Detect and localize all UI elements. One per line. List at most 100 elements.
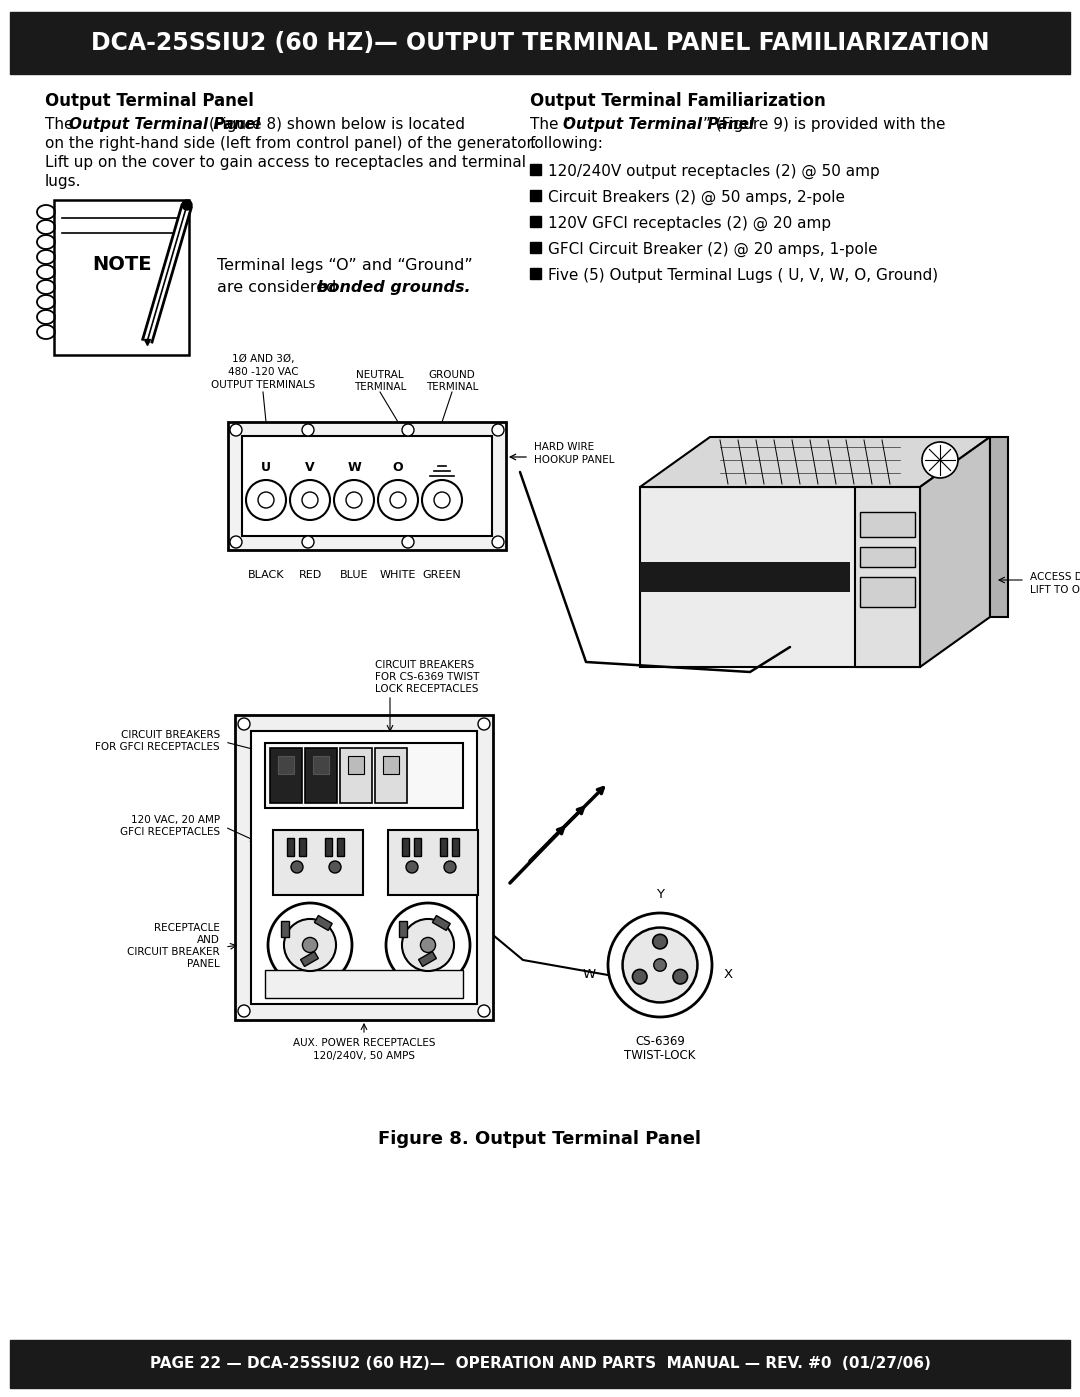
Bar [860, 511, 915, 536]
Circle shape [406, 861, 418, 873]
Text: PAGE 22 — DCA-25SSIU2 (60 HZ)—  OPERATION AND PARTS  MANUAL — REV. #0  (01/27/06: PAGE 22 — DCA-25SSIU2 (60 HZ)— OPERATION… [149, 1356, 931, 1372]
Circle shape [268, 902, 352, 988]
Bar [990, 437, 1008, 617]
Text: GFCI Circuit Breaker (2) @ 20 amps, 1-pole: GFCI Circuit Breaker (2) @ 20 amps, 1-po… [548, 242, 878, 257]
Text: ” (Figure 9) is provided with the: ” (Figure 9) is provided with the [703, 117, 945, 131]
Bar [305, 747, 337, 803]
Bar [530, 268, 541, 279]
Text: X: X [724, 968, 733, 982]
Bar [530, 190, 541, 201]
Circle shape [420, 937, 435, 953]
Text: LOCK RECEPTACLES: LOCK RECEPTACLES [375, 685, 478, 694]
Text: TWIST-LOCK: TWIST-LOCK [624, 1049, 696, 1062]
Circle shape [329, 861, 341, 873]
Text: CS-6369: CS-6369 [635, 1035, 685, 1048]
Text: GROUND: GROUND [429, 370, 475, 380]
Text: RED: RED [298, 570, 322, 580]
Text: W: W [347, 461, 361, 474]
Circle shape [378, 481, 418, 520]
Bar [530, 242, 541, 253]
Text: HOOKUP PANEL: HOOKUP PANEL [534, 455, 615, 465]
Bar [432, 915, 450, 930]
Text: Five (5) Output Terminal Lugs ( U, V, W, O, Ground): Five (5) Output Terminal Lugs ( U, V, W,… [548, 268, 939, 284]
Bar [640, 488, 920, 666]
Bar [375, 747, 407, 803]
Bar [530, 217, 541, 226]
Text: GREEN: GREEN [422, 570, 461, 580]
Bar [54, 200, 189, 355]
Circle shape [492, 536, 504, 548]
Bar [300, 951, 319, 967]
Text: The “: The “ [530, 117, 571, 131]
Bar [400, 921, 407, 937]
Text: bonded grounds.: bonded grounds. [318, 279, 471, 295]
Bar [265, 743, 463, 807]
Bar [242, 436, 492, 536]
Text: following:: following: [530, 136, 604, 151]
Bar [340, 747, 372, 803]
Text: lugs.: lugs. [45, 175, 81, 189]
Circle shape [302, 492, 318, 509]
Text: The: The [45, 117, 79, 131]
Text: BLUE: BLUE [340, 570, 368, 580]
Circle shape [402, 536, 414, 548]
Text: TERMINAL: TERMINAL [354, 381, 406, 393]
Text: Output Terminal Panel: Output Terminal Panel [69, 117, 260, 131]
Circle shape [633, 970, 647, 983]
Circle shape [238, 1004, 249, 1017]
Circle shape [183, 200, 192, 210]
Text: Figure 8. Output Terminal Panel: Figure 8. Output Terminal Panel [378, 1130, 702, 1148]
Circle shape [230, 425, 242, 436]
Circle shape [302, 937, 318, 953]
Text: ACCESS DOOR: ACCESS DOOR [1030, 571, 1080, 583]
Text: BLACK: BLACK [247, 570, 284, 580]
Circle shape [673, 970, 688, 983]
Circle shape [444, 861, 456, 873]
Bar [228, 422, 507, 550]
Circle shape [402, 919, 454, 971]
Text: U: U [261, 461, 271, 474]
Circle shape [302, 425, 314, 436]
Circle shape [402, 425, 414, 436]
Text: Circuit Breakers (2) @ 50 amps, 2-pole: Circuit Breakers (2) @ 50 amps, 2-pole [548, 190, 845, 205]
Bar [273, 830, 363, 895]
Text: W: W [583, 968, 596, 982]
Bar [281, 921, 289, 937]
Bar [265, 970, 463, 997]
Text: O: O [393, 461, 403, 474]
Bar [278, 756, 294, 774]
Text: (Figure 8) shown below is located: (Figure 8) shown below is located [210, 117, 465, 131]
Text: FOR GFCI RECEPTACLES: FOR GFCI RECEPTACLES [95, 742, 220, 752]
Bar [419, 951, 436, 967]
Text: AUX. POWER RECEPTACLES: AUX. POWER RECEPTACLES [293, 1038, 435, 1048]
Bar [388, 830, 478, 895]
Text: are considered: are considered [217, 279, 341, 295]
Text: OUTPUT TERMINALS: OUTPUT TERMINALS [211, 380, 315, 390]
Bar [860, 577, 915, 608]
Text: Y: Y [656, 888, 664, 901]
Text: RECEPTACLE: RECEPTACLE [154, 923, 220, 933]
Circle shape [652, 935, 667, 949]
Polygon shape [920, 437, 990, 666]
Text: 120/240V output receptacles (2) @ 50 amp: 120/240V output receptacles (2) @ 50 amp [548, 163, 880, 179]
Circle shape [478, 718, 490, 731]
Circle shape [302, 536, 314, 548]
Text: WHITE: WHITE [380, 570, 416, 580]
Text: 120/240V, 50 AMPS: 120/240V, 50 AMPS [313, 1051, 415, 1060]
Bar [402, 838, 409, 856]
Circle shape [284, 919, 336, 971]
Text: DCA-25SSIU2 (60 HZ)— OUTPUT TERMINAL PANEL FAMILIARIZATION: DCA-25SSIU2 (60 HZ)— OUTPUT TERMINAL PAN… [91, 31, 989, 54]
Circle shape [622, 928, 698, 1003]
Circle shape [922, 441, 958, 478]
Circle shape [390, 492, 406, 509]
Text: AND: AND [198, 935, 220, 944]
Circle shape [492, 425, 504, 436]
Bar [640, 562, 850, 592]
Circle shape [291, 861, 303, 873]
Bar [855, 488, 920, 666]
Bar [325, 838, 332, 856]
Bar [337, 838, 345, 856]
Circle shape [346, 492, 362, 509]
Text: NOTE: NOTE [92, 256, 151, 274]
Text: GFCI RECEPTACLES: GFCI RECEPTACLES [120, 827, 220, 837]
